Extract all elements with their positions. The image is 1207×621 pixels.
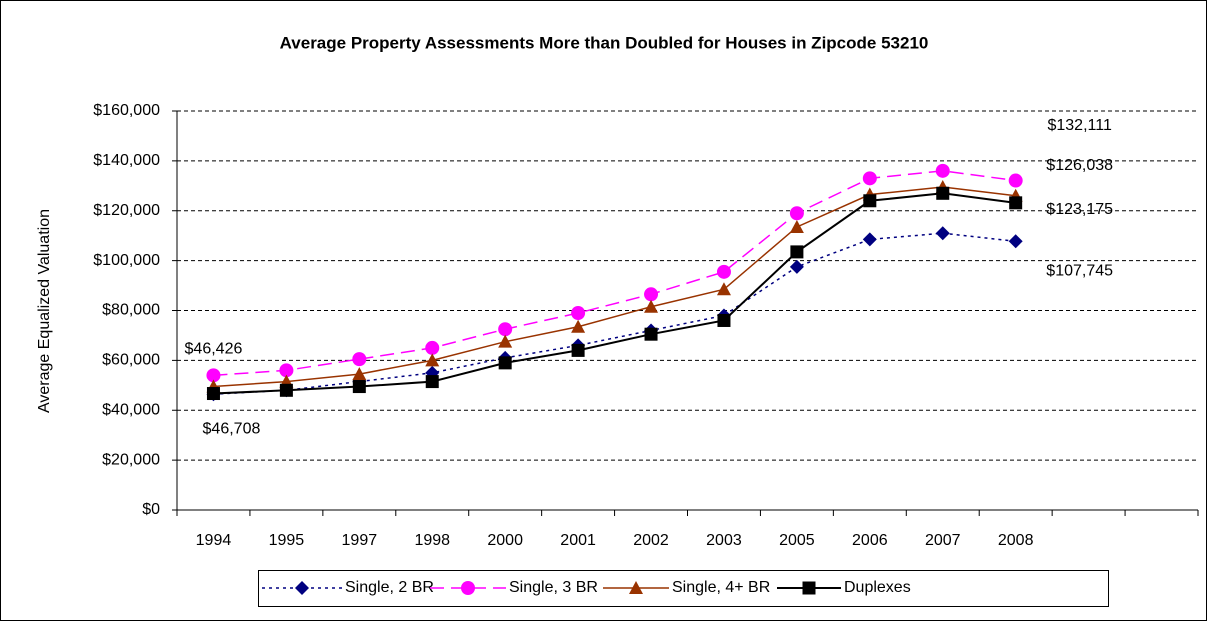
marker [644,287,659,302]
legend-marker [629,581,643,594]
marker [571,305,586,320]
data-label: $123,175 [1046,201,1113,218]
legend-label: Single, 4+ BR [672,579,770,596]
marker [498,322,513,337]
data-label: $132,111 [1047,117,1111,134]
x-tick-label: 2007 [925,532,961,549]
marker [716,282,731,296]
marker [935,163,950,178]
marker [789,259,804,274]
legend [258,570,1109,607]
x-tick-label: 1995 [269,532,305,549]
x-tick-label: 2000 [487,532,523,549]
marker [935,226,950,241]
marker [352,380,366,394]
legend-label: Single, 2 BR [345,579,434,596]
marker [644,327,658,341]
marker [206,368,221,383]
y-tick-label: $40,000 [102,401,160,418]
data-label: $107,745 [1046,263,1113,280]
data-label: $46,708 [203,421,261,438]
legend-marker [461,581,475,595]
x-tick-label: 1997 [342,532,378,549]
marker [425,340,440,355]
y-tick-label: $160,000 [93,102,160,119]
x-tick-label: 2002 [633,532,669,549]
x-tick-label: 2001 [560,532,596,549]
series-line [213,170,1016,377]
legend-marker [802,581,816,595]
legend-label: Duplexes [844,579,911,596]
y-tick-label: $120,000 [93,202,160,219]
y-axis-label: Average Equalized Valuation [36,209,53,413]
series-line [213,232,1016,395]
marker [498,356,512,370]
marker [1008,173,1023,188]
legend-label: Single, 3 BR [509,579,598,596]
marker [644,299,659,313]
y-tick-label: $60,000 [102,352,160,369]
y-tick-label: $140,000 [93,152,160,169]
data-label: $126,038 [1046,157,1113,174]
marker [1009,196,1023,210]
y-tick-label: $20,000 [102,451,160,468]
y-tick-label: $0 [142,501,160,518]
series-line [213,186,1016,388]
marker [790,245,804,259]
legend-marker [295,581,309,595]
marker [279,363,294,378]
chart-title: Average Property Assessments More than D… [280,33,929,52]
x-tick-label: 1994 [196,532,232,549]
marker [1008,234,1023,249]
marker [425,375,439,389]
marker [571,343,585,357]
x-tick-label: 1998 [414,532,450,549]
marker [352,367,367,381]
marker [206,387,220,401]
marker [862,232,877,247]
x-tick-label: 2003 [706,532,742,549]
series-line [213,192,1016,395]
marker [425,353,440,367]
marker [279,383,293,397]
marker [789,206,804,221]
marker [717,313,731,327]
marker [862,171,877,186]
marker [352,352,367,367]
marker [716,264,731,279]
data-label: $46,426 [185,340,243,357]
marker [936,186,950,200]
y-tick-label: $100,000 [93,252,160,269]
marker [571,319,586,333]
x-tick-label: 2008 [998,532,1034,549]
marker [863,194,877,208]
marker [789,219,804,233]
x-tick-label: 2005 [779,532,815,549]
marker [498,334,513,348]
y-tick-label: $80,000 [102,302,160,319]
x-tick-label: 2006 [852,532,888,549]
